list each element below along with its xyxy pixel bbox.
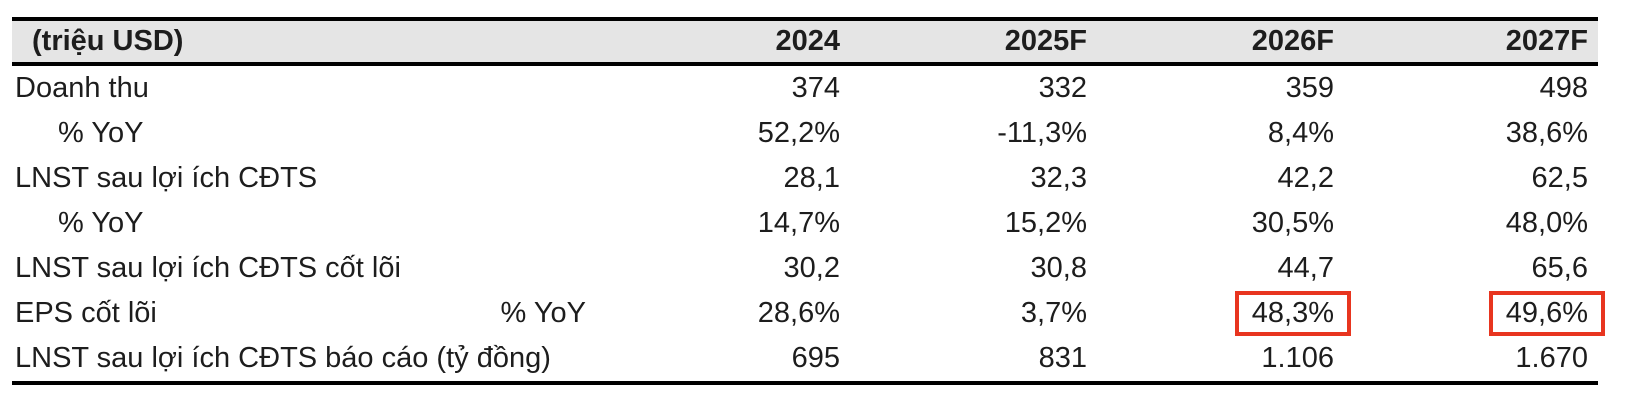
value-cell: 32,3 (1030, 162, 1087, 194)
table-row-revenue-yoy: % YoY 52,2% -11,3% 8,4% 38,6% (12, 111, 1598, 156)
row-label: LNST sau lợi ích CĐTS báo cáo (tỷ đồng) (15, 342, 551, 374)
table-row-revenue: Doanh thu 374 332 359 498 (12, 66, 1598, 111)
value-cell: 44,7 (1277, 252, 1334, 284)
value-cell: 695 (791, 342, 840, 374)
value-cell: 62,5 (1531, 162, 1588, 194)
row-label-eps: EPS cốt lõi % YoY (12, 297, 600, 330)
value-cell: 30,8 (1030, 252, 1087, 284)
value-cell: 14,7% (757, 207, 840, 239)
col-header-2024: 2024 (775, 25, 840, 57)
table-row-npat: LNST sau lợi ích CĐTS 28,1 32,3 42,2 62,… (12, 156, 1598, 201)
value-cell: 374 (791, 72, 840, 104)
highlight-box-2027f: 49,6% (1488, 291, 1605, 336)
value-cell: 831 (1038, 342, 1087, 374)
table-row-core-eps-yoy: EPS cốt lõi % YoY 28,6% 3,7% 48,3% 49,6% (12, 291, 1605, 336)
value-cell: 28,6% (757, 297, 840, 329)
value-cell: -11,3% (997, 117, 1087, 149)
row-label: EPS cốt lõi (15, 297, 157, 329)
row-label: LNST sau lợi ích CĐTS cốt lõi (15, 252, 401, 284)
row-label: % YoY (58, 207, 144, 239)
table-row-reported-npat-vnd: LNST sau lợi ích CĐTS báo cáo (tỷ đồng) … (12, 336, 1598, 381)
value-cell: 3,7% (1020, 297, 1087, 329)
row-sublabel-yoy: % YoY (500, 297, 586, 329)
row-label: % YoY (58, 117, 144, 149)
highlight-box-2026f: 48,3% (1234, 291, 1351, 336)
value-cell: 48,0% (1505, 207, 1588, 239)
financial-forecast-table: (triệu USD) 2024 2025F 2026F 2027F Doanh… (12, 17, 1605, 385)
col-header-2026f: 2026F (1251, 25, 1334, 57)
value-cell: 65,6 (1531, 252, 1588, 284)
table-header-row: (triệu USD) 2024 2025F 2026F 2027F (12, 21, 1598, 66)
col-header-2025f: 2025F (1004, 25, 1087, 57)
value-cell: 1.106 (1261, 342, 1334, 374)
value-cell: 52,2% (757, 117, 840, 149)
value-cell: 8,4% (1267, 117, 1334, 149)
highlighted-value: 49,6% (1505, 297, 1588, 329)
table-row-core-npat: LNST sau lợi ích CĐTS cốt lõi 30,2 30,8 … (12, 246, 1598, 291)
value-cell: 498 (1539, 72, 1588, 104)
highlighted-value: 48,3% (1251, 297, 1334, 329)
value-cell: 30,2 (783, 252, 840, 284)
value-cell: 359 (1285, 72, 1334, 104)
value-cell: 15,2% (1004, 207, 1087, 239)
value-cell: 28,1 (783, 162, 840, 194)
row-label: LNST sau lợi ích CĐTS (15, 162, 318, 194)
table-row-npat-yoy: % YoY 14,7% 15,2% 30,5% 48,0% (12, 201, 1598, 246)
row-label: Doanh thu (15, 72, 149, 104)
value-cell-highlighted: 48,3% (1094, 291, 1351, 336)
value-cell: 1.670 (1515, 342, 1588, 374)
value-cell: 42,2 (1277, 162, 1334, 194)
value-cell-highlighted: 49,6% (1341, 291, 1605, 336)
value-cell: 30,5% (1251, 207, 1334, 239)
unit-header: (triệu USD) (32, 25, 184, 57)
value-cell: 38,6% (1505, 117, 1588, 149)
col-header-2027f: 2027F (1505, 25, 1588, 57)
value-cell: 332 (1038, 72, 1087, 104)
